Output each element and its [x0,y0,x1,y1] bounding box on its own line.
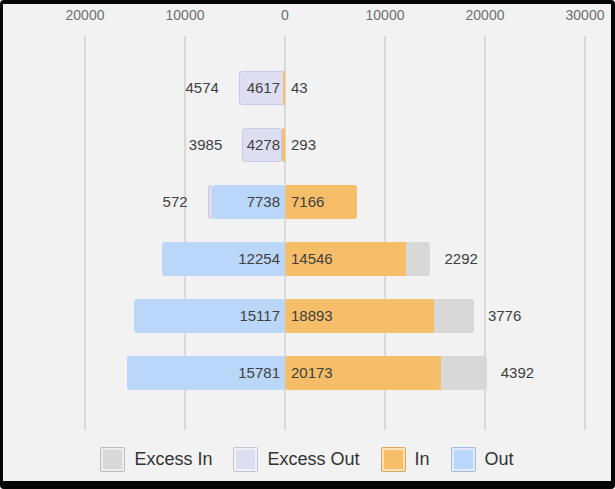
bar-value-label-excess-in: 4392 [501,356,534,390]
chart-row: 572 7738 7166 [3,185,611,219]
bar-value-label-excess-in: 2292 [444,242,477,276]
bar-value-label-in: 43 [291,71,308,105]
legend-label: In [415,449,430,470]
legend-label: Excess Out [267,449,359,470]
chart-row: 3985 4278 293 [3,128,611,162]
legend-swatch-in [381,447,406,472]
bars-container: 4574 4617 43 3985 4278 293 572 7738 7166 2292 1225… [3,4,611,481]
chart-row: 2292 12254 14546 [3,242,611,276]
bar-segment-excess-in[interactable] [406,242,431,276]
chart-row: 3776 15117 18893 [3,299,611,333]
bar-value-label-in: 20173 [291,356,333,390]
bar-value-label-out: 15781 [238,356,280,390]
legend-item-in[interactable]: In [381,447,430,472]
bar-value-label-excess-out: 3985 [189,128,222,162]
plot-area: 20000100000100002000030000 4574461743398… [3,4,611,481]
bar-segment-in[interactable] [283,71,286,105]
bar-value-label-in: 14546 [291,242,333,276]
legend-swatch-excess-out [233,447,258,472]
bar-value-label-in: 18893 [291,299,333,333]
legend-label: Excess In [134,449,212,470]
bar-value-label-excess-in: 3776 [488,299,521,333]
chart-row: 4574 4617 43 [3,71,611,105]
bar-value-label-in: 293 [291,128,316,162]
legend-swatch-excess-in [100,447,125,472]
legend-label: Out [485,449,514,470]
bar-value-label-in: 7166 [291,185,324,219]
bar-segment-excess-in[interactable] [441,356,487,390]
legend-item-excess-in[interactable]: Excess In [100,447,212,472]
bar-segment-excess-in[interactable] [434,299,474,333]
bar-value-label-excess-out: 4574 [185,71,218,105]
bar-value-label-out: 4617 [247,71,280,105]
legend-swatch-out [451,447,476,472]
bar-value-label-out: 12254 [238,242,280,276]
chart-frame: 20000100000100002000030000 4574461743398… [0,0,615,489]
legend-item-out[interactable]: Out [451,447,514,472]
bar-value-label-out: 4278 [247,128,280,162]
legend-item-excess-out[interactable]: Excess Out [233,447,359,472]
bar-segment-in[interactable] [282,128,285,162]
chart-row: 4392 15781 20173 [3,356,611,390]
bar-value-label-out: 7738 [247,185,280,219]
bar-value-label-out: 15117 [239,299,280,333]
bar-value-label-excess-out: 572 [163,185,188,219]
legend: Excess In Excess Out In Out [3,445,611,473]
